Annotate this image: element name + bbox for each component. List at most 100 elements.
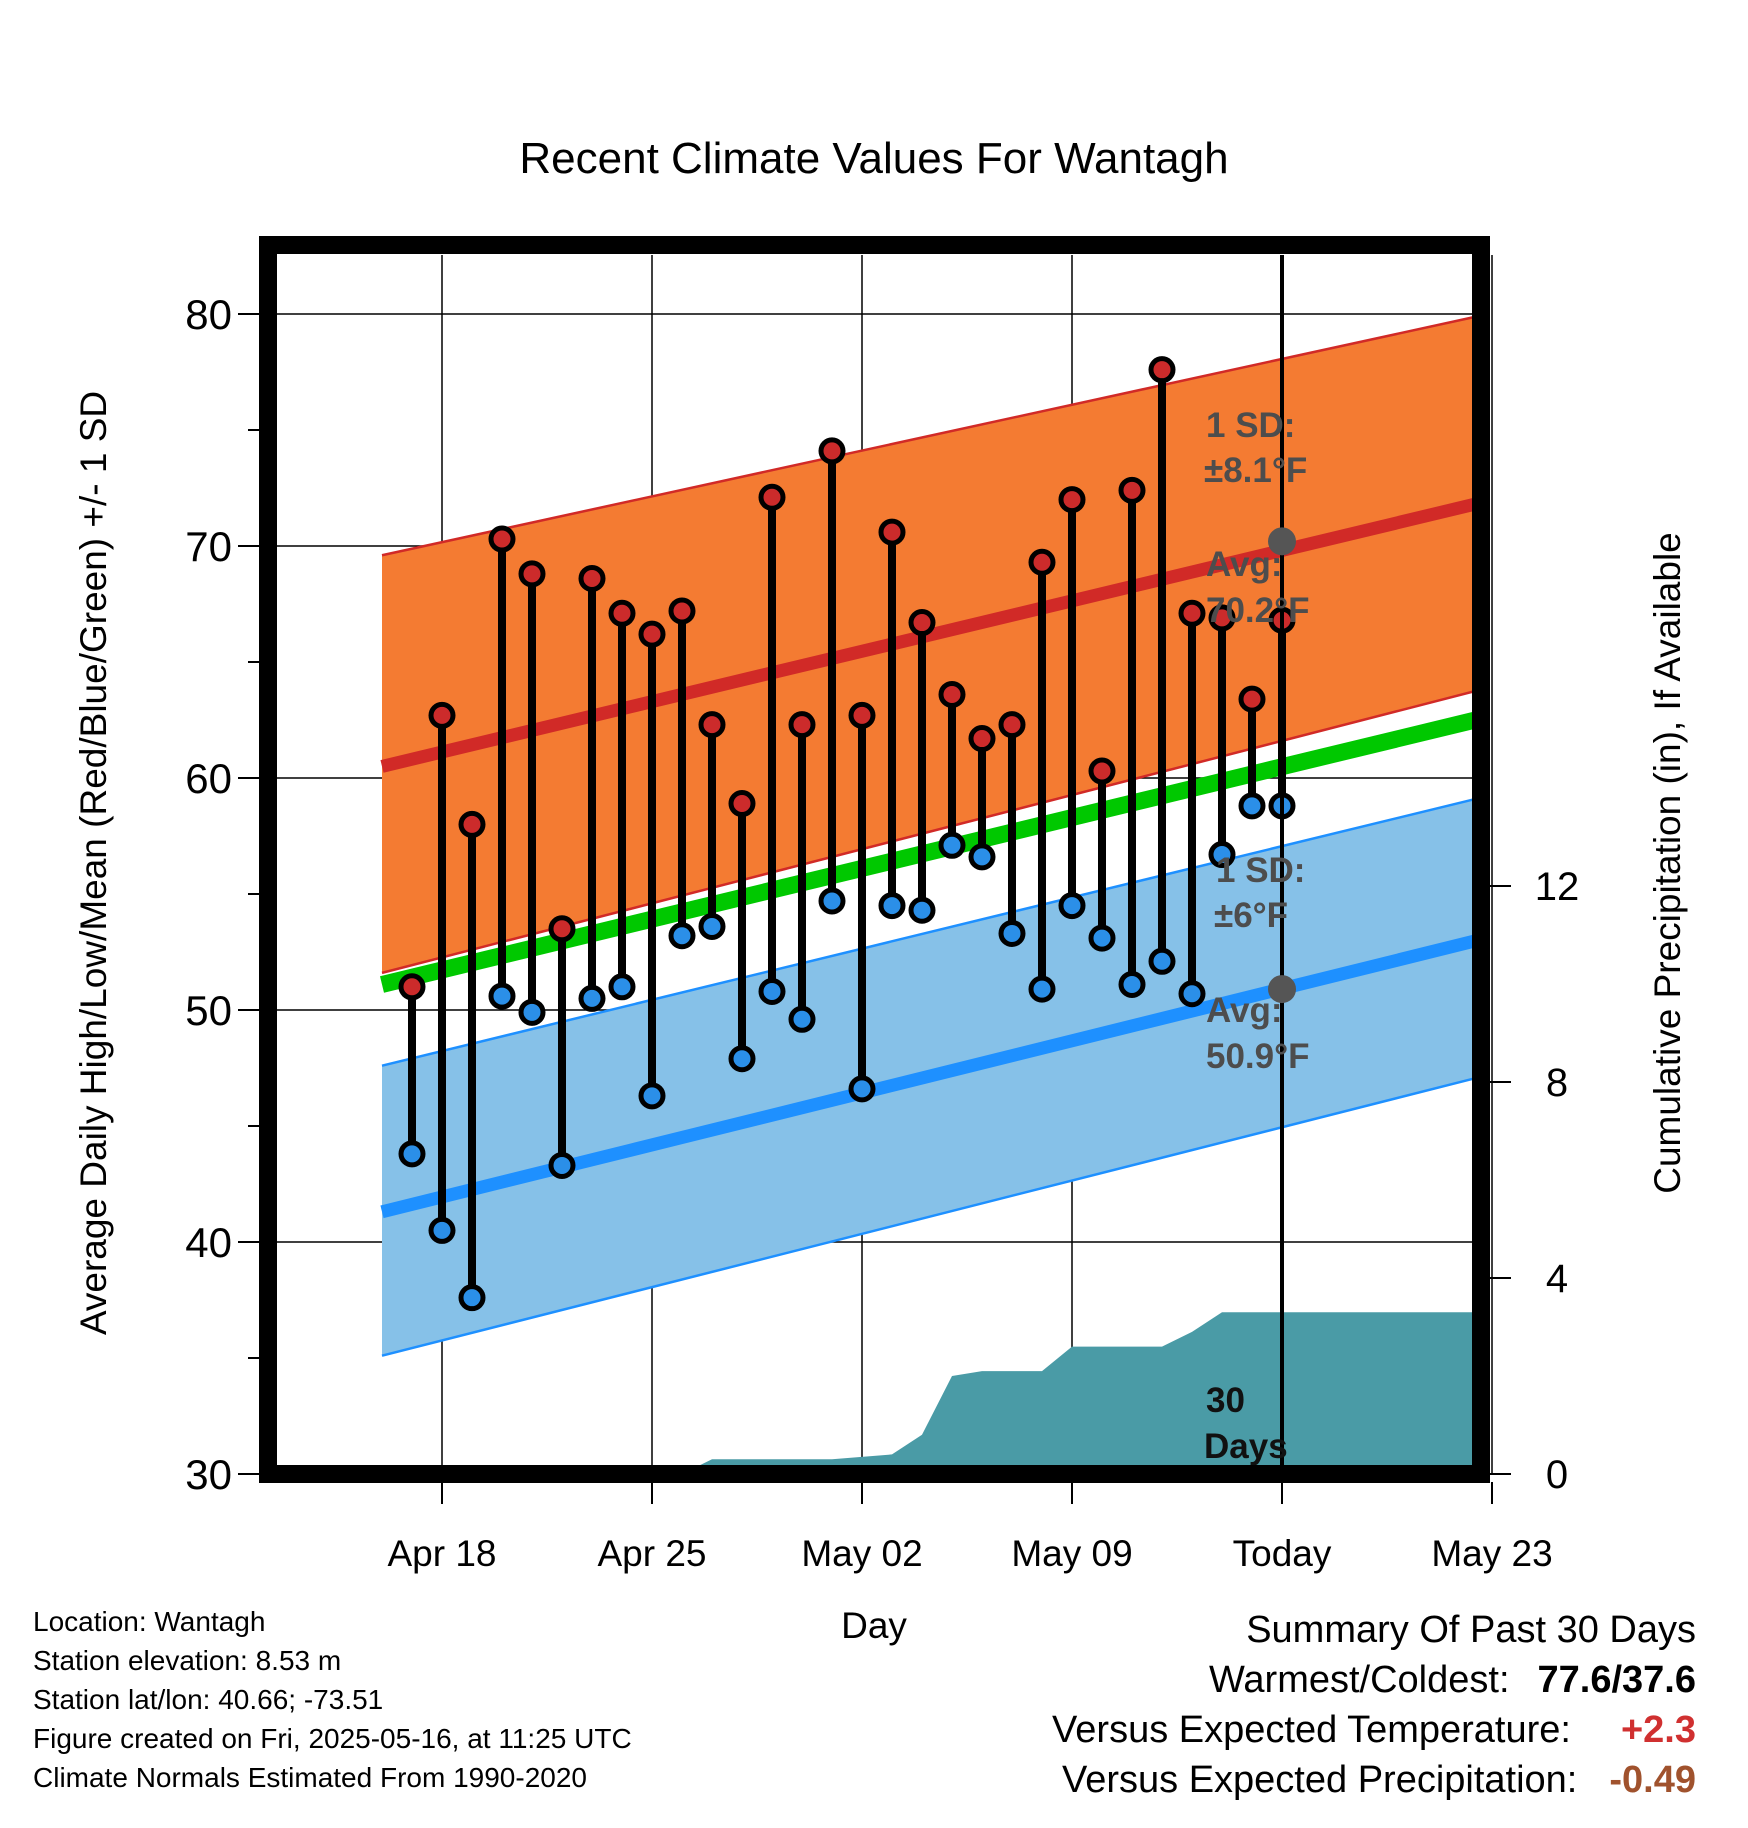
y-axis-right: 0 4 8 12 [1489,865,1579,1497]
precip-area-group [682,1312,1481,1474]
daily-low-point [848,1075,876,1103]
y-axis-left: 30 40 50 60 70 80 [185,291,260,1498]
daily-low-point [908,896,936,924]
daily-high-point [1208,604,1236,632]
daily-low-point [818,887,846,915]
precip-anomaly-row: Versus Expected Precipitation: -0.49 [1052,1755,1696,1805]
daily-low-point [1028,975,1056,1003]
precip-area [682,1312,1481,1474]
metadata-block: Location: Wantagh Station elevation: 8.5… [33,1602,632,1797]
warm-cold-row: Warmest/Coldest: 77.6/37.6 [1052,1655,1696,1705]
low-sd-band-lower-edge [381,1075,1481,1357]
today-low-marker [1268,975,1296,1004]
y2-tick-label: 4 [1546,1257,1568,1301]
daily-low-point [428,1216,456,1244]
daily-high-point [458,810,486,838]
low-sd-value: ±6°F [1214,896,1288,935]
daily-high-point [1088,757,1116,785]
x-tick-label: Today [1233,1533,1332,1574]
daily-low-point [878,892,906,920]
daily-high-point [668,597,696,625]
x-tick-label: Apr 25 [597,1533,706,1574]
normal-high-line [380,496,1481,773]
y2-axis-label: Cumulative Precipitation (in), If Availa… [1647,532,1688,1194]
annotations: 1 SD: ±8.1°F Avg: 70.2°F 1 SD: ±6°F Avg:… [1204,406,1310,1466]
low-sd-band-upper-edge [381,796,1481,1067]
high-avg-value: 70.2°F [1206,591,1310,630]
chart-title: Recent Climate Values For Wantagh [519,134,1228,183]
daily-low-point [1118,970,1146,998]
daily-low-point [398,1140,426,1168]
daily-high-point [908,609,936,637]
daily-high-point [1028,548,1056,576]
location-text: Location: Wantagh [33,1606,266,1637]
daily-high-point [1148,356,1176,384]
plot-border [259,236,1490,1483]
y-tick-label: 40 [185,1219,232,1266]
high-avg-label: Avg: [1206,545,1282,584]
y-tick-label: 60 [185,755,232,802]
daily-low-point [578,984,606,1012]
normal-low-line [380,932,1481,1219]
y-tick-label: 70 [185,523,232,570]
y2-tick-label: 0 [1546,1453,1568,1497]
daily-low-point [518,998,546,1026]
daily-high-point [638,620,666,648]
daily-low-point [1058,892,1086,920]
daily-high-point [848,701,876,729]
temp-anomaly-label: Versus Expected Temperature: [1052,1709,1571,1751]
daily-high-point [548,915,576,943]
daily-high-point [758,483,786,511]
today-high-marker [1268,527,1296,556]
daily-high-point [1118,476,1146,504]
x-axis: Apr 18 Apr 25 May 02 May 09 Today May 23 [387,1482,1553,1574]
high-sd-band-upper-edge [381,314,1481,557]
y-tick-label: 50 [185,987,232,1034]
daily-high-point [488,525,516,553]
daily-low-point [1088,924,1116,952]
daily-high-point [818,437,846,465]
daily-low-point [938,831,966,859]
daily-low-point [488,982,516,1010]
temp-anomaly-row: Versus Expected Temperature: +2.3 [1052,1705,1696,1755]
daily-low-point [998,919,1026,947]
x-tick-label: Apr 18 [387,1533,496,1574]
daily-low-point [1178,980,1206,1008]
daily-high-point [728,790,756,818]
warm-cold-label: Warmest/Coldest: [1208,1659,1510,1701]
low-avg-value: 50.9°F [1206,1037,1310,1076]
x-tick-label: May 09 [1011,1533,1132,1574]
y2-tick-label: 8 [1546,1061,1568,1105]
daily-high-point [578,564,606,592]
daily-high-point [698,711,726,739]
y-axis-label: Average Daily High/Low/Mean (Red/Blue/Gr… [73,391,114,1335]
high-sd-band-lower-edge [381,688,1481,975]
y-tick-label: 80 [185,291,232,338]
daily-high-point [1058,486,1086,514]
daily-low-point [638,1082,666,1110]
temp-anomaly-value: +2.3 [1620,1709,1696,1751]
normal-mean-line [380,709,1481,993]
daily-low-point [1208,841,1236,869]
low-avg-label: Avg: [1206,991,1282,1030]
daily-low-point [458,1284,486,1312]
summary-heading: Summary Of Past 30 Days [1246,1609,1696,1651]
daily-high-point [1178,599,1206,627]
daily-high-point [608,599,636,627]
daily-low-point [968,843,996,871]
normals-text: Climate Normals Estimated From 1990-2020 [33,1762,587,1793]
daily-high-point [788,711,816,739]
daily-high-point [398,973,426,1001]
high-sd-label: 1 SD: [1206,406,1295,445]
daily-low-point [1148,947,1176,975]
daily-low-point [548,1151,576,1179]
daily-high-point [428,701,456,729]
y2-tick-label: 12 [1535,865,1580,909]
precip-anomaly-value: -0.49 [1609,1759,1696,1801]
today-marker [1268,255,1296,1474]
daily-low-point [788,1005,816,1033]
daily-high-point [998,711,1026,739]
latlon-text: Station lat/lon: 40.66; -73.51 [33,1684,384,1715]
plot-frame [259,236,1490,1483]
